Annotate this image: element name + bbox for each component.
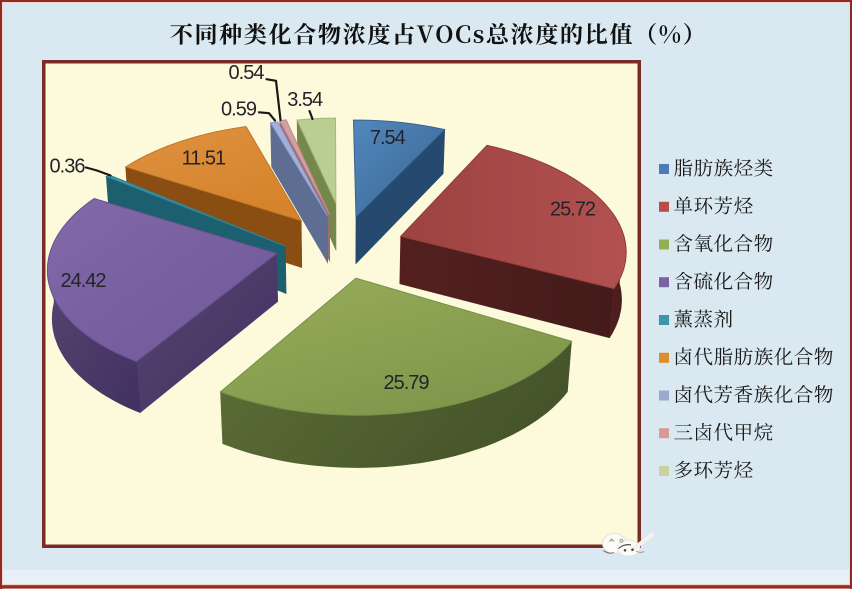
svg-text:25.72: 25.72 (550, 199, 596, 221)
svg-text:11.51: 11.51 (182, 148, 226, 170)
svg-text:3.54: 3.54 (287, 89, 323, 111)
svg-text:0.54: 0.54 (229, 62, 265, 84)
svg-text:25.79: 25.79 (383, 372, 429, 394)
svg-text:7.54: 7.54 (370, 127, 406, 149)
svg-text:0.36: 0.36 (50, 156, 86, 178)
svg-text:0.59: 0.59 (221, 99, 257, 121)
svg-text:24.42: 24.42 (60, 270, 106, 292)
